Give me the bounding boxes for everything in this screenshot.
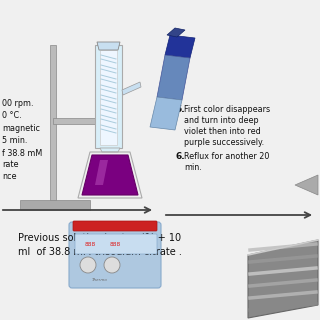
Text: rate: rate	[2, 159, 19, 169]
Polygon shape	[100, 50, 117, 145]
FancyBboxPatch shape	[69, 222, 161, 288]
Text: violet then into red: violet then into red	[184, 127, 261, 136]
Polygon shape	[97, 42, 120, 50]
Text: 00 rpm.: 00 rpm.	[2, 99, 34, 108]
Text: 5.: 5.	[175, 105, 185, 114]
Polygon shape	[95, 160, 108, 185]
Text: and turn into deep: and turn into deep	[184, 116, 259, 125]
Text: Thermo: Thermo	[92, 278, 108, 282]
Polygon shape	[150, 97, 182, 130]
Text: First color disappears: First color disappears	[184, 105, 270, 114]
Text: Reflux for another 20: Reflux for another 20	[184, 152, 269, 161]
Text: purple successively.: purple successively.	[184, 138, 264, 147]
Text: f 38.8 mM: f 38.8 mM	[2, 148, 42, 157]
Text: ml  of 38.8 mM trisodium citrate .: ml of 38.8 mM trisodium citrate .	[18, 247, 182, 257]
Polygon shape	[295, 175, 318, 195]
Text: Previous solution in step (1) + 10: Previous solution in step (1) + 10	[18, 233, 181, 243]
FancyBboxPatch shape	[73, 221, 157, 231]
Polygon shape	[100, 148, 120, 152]
Text: 0 °C.: 0 °C.	[2, 110, 22, 119]
Polygon shape	[53, 118, 105, 124]
Text: 5 min.: 5 min.	[2, 135, 28, 145]
Text: min.: min.	[184, 163, 202, 172]
Text: 888: 888	[84, 242, 96, 246]
Text: 6.: 6.	[175, 152, 185, 161]
Polygon shape	[165, 35, 195, 58]
Polygon shape	[167, 28, 185, 37]
Polygon shape	[95, 45, 122, 148]
Text: nce: nce	[2, 172, 17, 180]
Circle shape	[104, 257, 120, 273]
Polygon shape	[50, 45, 56, 200]
Text: magnetic: magnetic	[2, 124, 40, 132]
FancyBboxPatch shape	[75, 234, 157, 254]
Circle shape	[80, 257, 96, 273]
Polygon shape	[157, 55, 190, 100]
Text: 888: 888	[109, 242, 121, 246]
Polygon shape	[20, 200, 90, 210]
Polygon shape	[82, 155, 138, 195]
Polygon shape	[122, 82, 141, 95]
Polygon shape	[248, 240, 318, 318]
